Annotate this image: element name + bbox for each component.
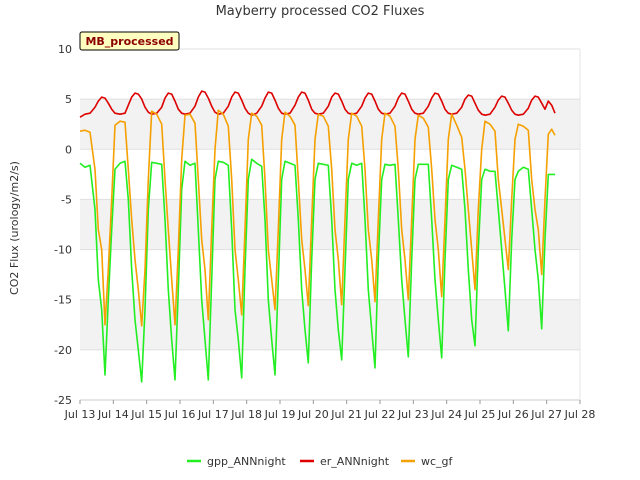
x-tick-label: Jul 19 xyxy=(264,408,296,421)
x-tick-label: Jul 18 xyxy=(230,408,262,421)
x-tick-label: Jul 20 xyxy=(297,408,329,421)
y-tick-label: -20 xyxy=(54,344,72,357)
badge-box xyxy=(79,31,180,51)
x-tick-label: Jul 13 xyxy=(64,408,96,421)
x-tick-label: Jul 14 xyxy=(97,408,129,421)
x-tick-label: Jul 23 xyxy=(397,408,429,421)
y-tick-label: -10 xyxy=(54,244,72,257)
x-tick-label: Jul 24 xyxy=(430,408,462,421)
legend-label: gpp_ANNnight xyxy=(207,455,286,468)
y-tick-label: 0 xyxy=(65,143,72,156)
legend-label: wc_gf xyxy=(421,455,454,468)
x-tick-label: Jul 17 xyxy=(197,408,229,421)
x-tick-label: Jul 28 xyxy=(564,408,596,421)
legend: gpp_ANNnight er_ANNnight wc_gf xyxy=(187,455,454,468)
y-tick-label: -15 xyxy=(54,294,72,307)
y-tick-label: 5 xyxy=(65,93,72,106)
plot-band xyxy=(80,299,580,350)
series-wc_gf xyxy=(79,109,556,327)
x-tick-label: Jul 26 xyxy=(497,408,529,421)
x-tick-label: Jul 16 xyxy=(164,408,196,421)
x-tick-label: Jul 27 xyxy=(530,408,562,421)
series-gpp_ANNnight xyxy=(79,158,555,383)
badge-label: MB_processed xyxy=(85,35,173,48)
series-lines xyxy=(79,90,556,383)
legend-label: er_ANNnight xyxy=(320,455,390,468)
x-tick-label: Jul 21 xyxy=(330,408,362,421)
x-tick-label: Jul 15 xyxy=(130,408,162,421)
x-tick-label: Jul 25 xyxy=(464,408,496,421)
y-tick-label: -5 xyxy=(61,193,72,206)
y-tick-label: 10 xyxy=(58,43,72,56)
y-tick-label: -25 xyxy=(54,394,72,407)
x-tick-label: Jul 22 xyxy=(364,408,396,421)
site-badge: MB_processed xyxy=(79,31,180,51)
plot-band xyxy=(80,199,580,250)
chart-title: Mayberry processed CO2 Fluxes xyxy=(216,4,425,19)
y-axis-label: CO2 Flux (urology/m2/s) xyxy=(8,161,21,295)
plot-background xyxy=(80,49,580,400)
